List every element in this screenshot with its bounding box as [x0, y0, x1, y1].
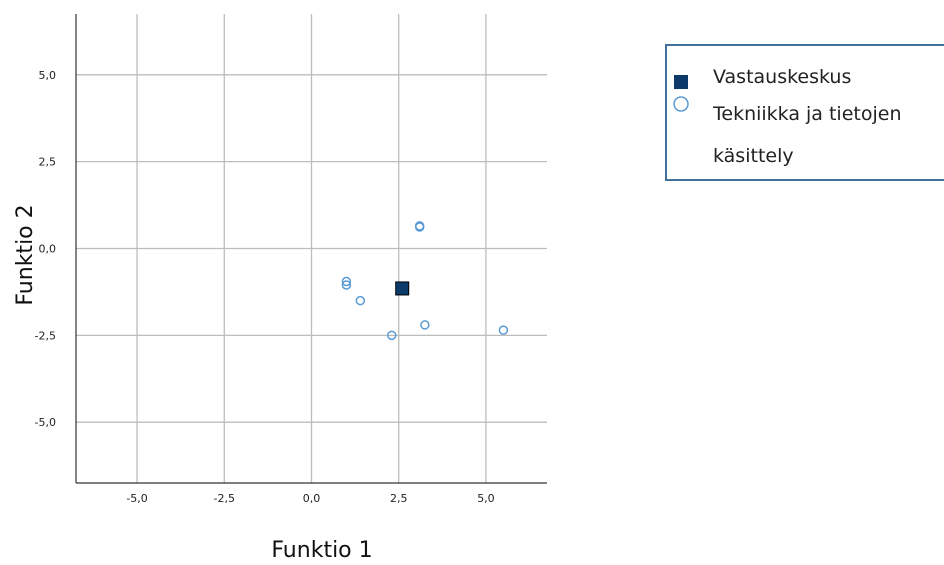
- point-tekniikka: [386, 330, 397, 341]
- x-tick-label: 2,5: [390, 492, 408, 505]
- x-axis-title: Funktio 1: [271, 538, 372, 563]
- point-tekniikka: [414, 222, 425, 232]
- gridlines: [76, 14, 547, 483]
- point-vastauskeskus: [395, 281, 410, 296]
- point-tekniikka: [341, 276, 352, 287]
- y-tick-label: -2,5: [35, 329, 56, 342]
- point-tekniikka: [498, 325, 509, 335]
- legend-marker-circle: [673, 96, 689, 112]
- y-tick-label: 2,5: [39, 156, 57, 169]
- x-tick-label: 0,0: [303, 492, 321, 505]
- legend-marker-square: [674, 75, 688, 89]
- legend-label-vastauskeskus: Vastauskeskus: [713, 66, 852, 88]
- legend-label-tekniikka-cont: käsittely: [713, 145, 794, 167]
- y-tick-label: -5,0: [35, 416, 56, 429]
- y-axis-title: Funktio 2: [13, 204, 38, 305]
- legend-label-tekniikka: Tekniikka ja tietojen: [713, 103, 902, 125]
- y-tick-label: 0,0: [39, 243, 57, 256]
- point-tekniikka: [420, 320, 430, 330]
- x-tick-label: -5,0: [126, 492, 147, 505]
- y-tick-label: 5,0: [39, 69, 57, 82]
- axes: [75, 14, 547, 484]
- legend: Vastauskeskus Tekniikka ja tietojen käsi…: [665, 44, 944, 181]
- tick-labels: -5,0 -2,5 0,0 2,5 5,0 5,0 2,5 0,0 -2,5 -5,0: [35, 69, 495, 505]
- data-points: [341, 221, 509, 341]
- x-tick-label: -2,5: [214, 492, 235, 505]
- x-tick-label: 5,0: [477, 492, 495, 505]
- point-tekniikka: [355, 295, 366, 306]
- point-tekniikka: [341, 280, 352, 290]
